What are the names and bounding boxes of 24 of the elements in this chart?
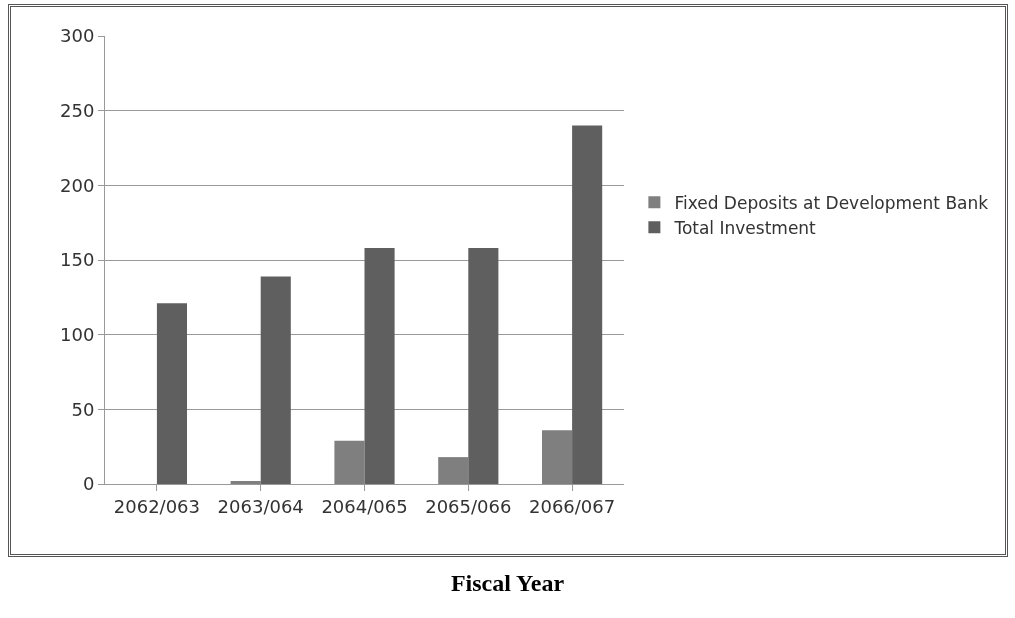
x-tick-label: 2064/065 xyxy=(321,495,408,517)
y-tick-label: 300 xyxy=(60,25,95,47)
x-tick-label: 2063/064 xyxy=(217,495,304,517)
legend-label: Fixed Deposits at Development Bank xyxy=(674,192,989,213)
y-tick-label: 150 xyxy=(60,249,95,271)
y-tick-label: 50 xyxy=(71,398,95,420)
y-tick-label: 100 xyxy=(60,323,95,345)
bar xyxy=(334,440,365,484)
y-tick-label: 250 xyxy=(60,99,95,121)
bar xyxy=(156,303,187,484)
x-axis-title: Fiscal Year xyxy=(449,570,566,597)
x-tick-label: 2066/067 xyxy=(528,495,616,517)
bar xyxy=(572,125,603,484)
x-tick-label: 2065/066 xyxy=(425,495,512,517)
bar xyxy=(260,276,291,484)
bar xyxy=(364,248,395,484)
bar xyxy=(230,481,261,484)
bar xyxy=(438,457,469,484)
y-tick-label: 200 xyxy=(60,174,95,196)
legend-label: Total Investment xyxy=(673,217,817,238)
bar xyxy=(542,430,573,484)
bar xyxy=(468,248,499,484)
x-tick-label: 2062/063 xyxy=(113,495,201,517)
y-tick-label: 0 xyxy=(82,473,95,495)
